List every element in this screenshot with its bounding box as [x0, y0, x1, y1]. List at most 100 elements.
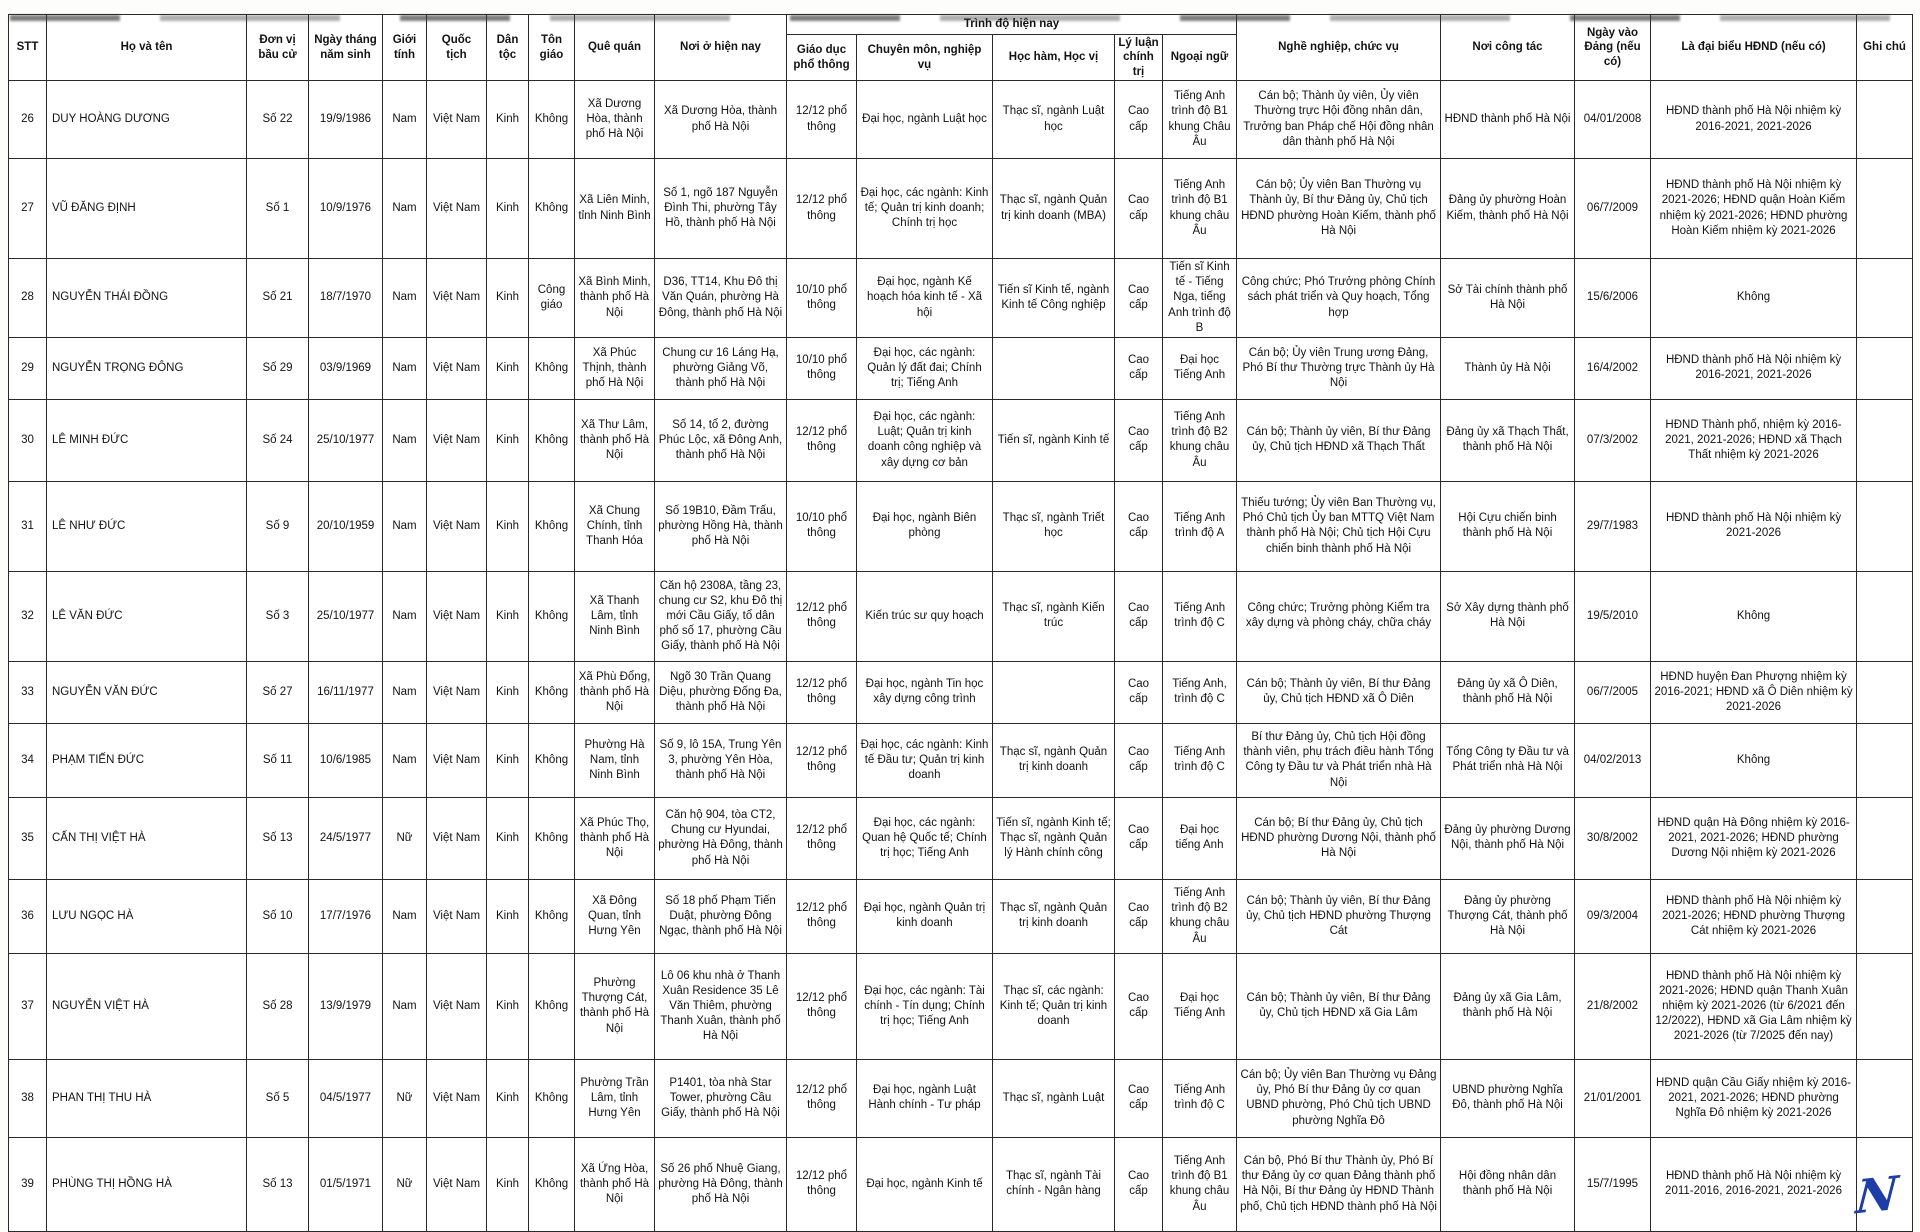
cell-noi-o-hien-nay: Số 9, lô 15A, Trung Yên 3, phường Yên Hò… — [654, 722, 787, 798]
cell-dan-toc: Kinh — [486, 336, 529, 400]
cell-ngay-vao-dang: 19/5/2010 — [1574, 570, 1652, 662]
cell-ho-va-ten: VŨ ĐĂNG ĐỊNH — [46, 158, 247, 260]
cell-ngay-vao-dang: 21/8/2002 — [1574, 952, 1652, 1060]
column-header-ho-va-ten: Họ và tên — [46, 13, 247, 82]
table-row: 38 PHAN THỊ THU HÀ Số 5 04/5/1977 Nữ Việt Nam… — [8, 1058, 1914, 1138]
cell-ho-va-ten: LƯU NGỌC HÀ — [46, 878, 247, 954]
cell-dai-bieu-hdnd: Không — [1650, 258, 1858, 338]
cell-que-quan: Xã Đông Quan, tỉnh Hưng Yên — [574, 878, 655, 954]
column-header-noi-o-hien-nay: Nơi ở hiện nay — [654, 13, 787, 82]
cell-dai-bieu-hdnd: HĐND thành phố Hà Nội nhiệm kỳ 2011-2016… — [1650, 1136, 1858, 1232]
cell-que-quan: Xã Dương Hòa, thành phố Hà Nội — [574, 80, 655, 160]
cell-ho-va-ten: DUY HOÀNG DƯƠNG — [46, 80, 247, 160]
cell-don-vi-bau-cu: Số 5 — [246, 1058, 309, 1138]
cell-ton-giao: Không — [528, 80, 575, 160]
cell-nghe-nghiep-chuc-vu: Cán bộ; Thành ủy viên, Bí thư Đảng ủy, C… — [1236, 660, 1442, 724]
cell-hoc-ham-hoc-vi — [992, 660, 1115, 724]
cell-dai-bieu-hdnd: HĐND thành phố Hà Nội nhiệm kỳ 2016-2021… — [1650, 336, 1858, 400]
cell-giao-duc-pho-thong: 12/12 phổ thông — [786, 80, 857, 160]
cell-ghi-chu — [1856, 1058, 1914, 1138]
cell-nghe-nghiep-chuc-vu: Cán bộ; Ủy viên Ban Thường vụ Đảng ủy, P… — [1236, 1058, 1442, 1138]
cell-ghi-chu — [1856, 570, 1914, 662]
cell-gioi-tinh: Nữ — [382, 1058, 427, 1138]
cell-noi-o-hien-nay: Số 14, tổ 2, đường Phúc Lộc, xã Đông Anh… — [654, 398, 787, 482]
cell-noi-o-hien-nay: Số 26 phố Nhuệ Giang, phường Hà Đông, th… — [654, 1136, 787, 1232]
cell-giao-duc-pho-thong: 12/12 phổ thông — [786, 1058, 857, 1138]
cell-don-vi-bau-cu: Số 1 — [246, 158, 309, 260]
cell-nghe-nghiep-chuc-vu: Cán bộ; Thành ủy viên, Bí thư Đảng ủy, C… — [1236, 878, 1442, 954]
cell-ly-luan-chinh-tri: Cao cấp — [1114, 660, 1163, 724]
table-row: 28 NGUYỄN THÁI ĐỒNG Số 21 18/7/1970 Nam Việt … — [8, 258, 1914, 338]
cell-stt: 35 — [8, 796, 47, 880]
cell-ngoai-ngu: Tiếng Anh trình độ B1 khung Châu Âu — [1161, 80, 1238, 160]
cell-giao-duc-pho-thong: 10/10 phổ thông — [786, 480, 857, 572]
cell-ngoai-ngu: Tiến sĩ Kinh tế - Tiếng Nga, tiếng Anh t… — [1161, 258, 1238, 338]
cell-ho-va-ten: PHAN THỊ THU HÀ — [46, 1058, 247, 1138]
cell-giao-duc-pho-thong: 12/12 phổ thông — [786, 796, 857, 880]
delegates-table: STT Họ và tên Đơn vị bầu cử Ngày tháng n… — [8, 13, 1914, 1232]
cell-nghe-nghiep-chuc-vu: Thiếu tướng; Ủy viên Ban Thường vụ, Phó … — [1236, 480, 1442, 572]
cell-quoc-tich: Việt Nam — [426, 1136, 487, 1232]
cell-don-vi-bau-cu: Số 28 — [246, 952, 309, 1060]
cell-hoc-ham-hoc-vi: Thạc sĩ, ngành Triết học — [992, 480, 1115, 572]
cell-que-quan: Xã Thanh Lâm, tỉnh Ninh Bình — [574, 570, 655, 662]
cell-que-quan: Phường Thượng Cát, thành phố Hà Nội — [574, 952, 655, 1060]
cell-noi-o-hien-nay: Căn hộ 904, tòa CT2, Chung cư Hyundai, p… — [654, 796, 787, 880]
cell-chuyen-mon-nghiep-vu: Đại học, ngành Luật học — [856, 80, 993, 160]
cell-don-vi-bau-cu: Số 13 — [246, 1136, 309, 1232]
cell-ton-giao: Không — [528, 336, 575, 400]
cell-giao-duc-pho-thong: 12/12 phổ thông — [786, 398, 857, 482]
table-row: 26 DUY HOÀNG DƯƠNG Số 22 19/9/1986 Nam Việt N… — [8, 80, 1914, 160]
scanned-document-page: { "table": { "header": { "left": ["STT",… — [0, 13, 1920, 1232]
cell-chuyen-mon-nghiep-vu: Đại học, ngành Biên phòng — [856, 480, 993, 572]
table-row: 29 NGUYỄN TRỌNG ĐÔNG Số 29 03/9/1969 Nam Việt… — [8, 336, 1914, 400]
cell-noi-o-hien-nay: Chung cư 16 Láng Hạ, phường Giảng Võ, th… — [654, 336, 787, 400]
table-body: 26 DUY HOÀNG DƯƠNG Số 22 19/9/1986 Nam Việt N… — [8, 80, 1914, 1232]
cell-noi-o-hien-nay: Lô 06 khu nhà ở Thanh Xuân Residence 35 … — [654, 952, 787, 1060]
cell-gioi-tinh: Nam — [382, 258, 427, 338]
cell-noi-o-hien-nay: D36, TT14, Khu Đô thị Văn Quán, phường H… — [654, 258, 787, 338]
cell-chuyen-mon-nghiep-vu: Đại học, ngành Kinh tế — [856, 1136, 993, 1232]
cell-chuyen-mon-nghiep-vu: Đại học, các ngành: Tài chính - Tín dụng… — [856, 952, 993, 1060]
column-header-giao-duc-pho-thong: Giáo dục phổ thông — [786, 33, 857, 82]
cell-ngay-vao-dang: 04/01/2008 — [1574, 80, 1652, 160]
cell-dan-toc: Kinh — [486, 158, 529, 260]
column-header-nghe-nghiep: Nghề nghiệp, chức vụ — [1236, 13, 1442, 82]
column-header-ly-luan-chinh-tri: Lý luận chính trị — [1114, 33, 1163, 82]
column-header-hoc-ham-hoc-vi: Học hàm, Học vị — [992, 33, 1115, 82]
cell-ho-va-ten: LÊ NHƯ ĐỨC — [46, 480, 247, 572]
cell-ho-va-ten: NGUYỄN VĂN ĐỨC — [46, 660, 247, 724]
cell-noi-cong-tac: Đảng ủy phường Thượng Cát, thành phố Hà … — [1440, 878, 1576, 954]
cell-ngay-sinh: 03/9/1969 — [308, 336, 383, 400]
cell-ngay-sinh: 24/5/1977 — [308, 796, 383, 880]
table-row: 30 LÊ MINH ĐỨC Số 24 25/10/1977 Nam Việt Nam K… — [8, 398, 1914, 482]
cell-dan-toc: Kinh — [486, 796, 529, 880]
cell-don-vi-bau-cu: Số 27 — [246, 660, 309, 724]
table-row: 33 NGUYỄN VĂN ĐỨC Số 27 16/11/1977 Nam Việt N… — [8, 660, 1914, 724]
table-row: 27 VŨ ĐĂNG ĐỊNH Số 1 10/9/1976 Nam Việt Nam Ki… — [8, 158, 1914, 260]
cell-ly-luan-chinh-tri: Cao cấp — [1114, 1058, 1163, 1138]
cell-chuyen-mon-nghiep-vu: Đại học, ngành Kế hoạch hóa kinh tế - Xã… — [856, 258, 993, 338]
cell-ly-luan-chinh-tri: Cao cấp — [1114, 80, 1163, 160]
cell-chuyen-mon-nghiep-vu: Đại học, các ngành: Kinh tế Đầu tư; Quản… — [856, 722, 993, 798]
cell-ly-luan-chinh-tri: Cao cấp — [1114, 878, 1163, 954]
cell-ton-giao: Không — [528, 480, 575, 572]
cell-ngay-vao-dang: 06/7/2005 — [1574, 660, 1652, 724]
cell-ngay-sinh: 04/5/1977 — [308, 1058, 383, 1138]
cell-dai-bieu-hdnd: Không — [1650, 570, 1858, 662]
cell-stt: 39 — [8, 1136, 47, 1232]
cell-quoc-tich: Việt Nam — [426, 80, 487, 160]
cell-gioi-tinh: Nam — [382, 660, 427, 724]
cell-giao-duc-pho-thong: 12/12 phổ thông — [786, 660, 857, 724]
cell-don-vi-bau-cu: Số 10 — [246, 878, 309, 954]
cell-ngay-vao-dang: 21/01/2001 — [1574, 1058, 1652, 1138]
cell-que-quan: Xã Ứng Hòa, thành phố Hà Nội — [574, 1136, 655, 1232]
cell-ghi-chu — [1856, 336, 1914, 400]
cell-que-quan: Phường Hà Nam, tỉnh Ninh Bình — [574, 722, 655, 798]
cell-ngoai-ngu: Tiếng Anh trình độ C — [1161, 722, 1238, 798]
cell-quoc-tich: Việt Nam — [426, 878, 487, 954]
cell-hoc-ham-hoc-vi: Thạc sĩ, các ngành: Kinh tế; Quản trị ki… — [992, 952, 1115, 1060]
cell-ngay-sinh: 10/9/1976 — [308, 158, 383, 260]
cell-noi-cong-tac: Hội đồng nhân dân thành phố Hà Nội — [1440, 1136, 1576, 1232]
cell-ton-giao: Không — [528, 796, 575, 880]
